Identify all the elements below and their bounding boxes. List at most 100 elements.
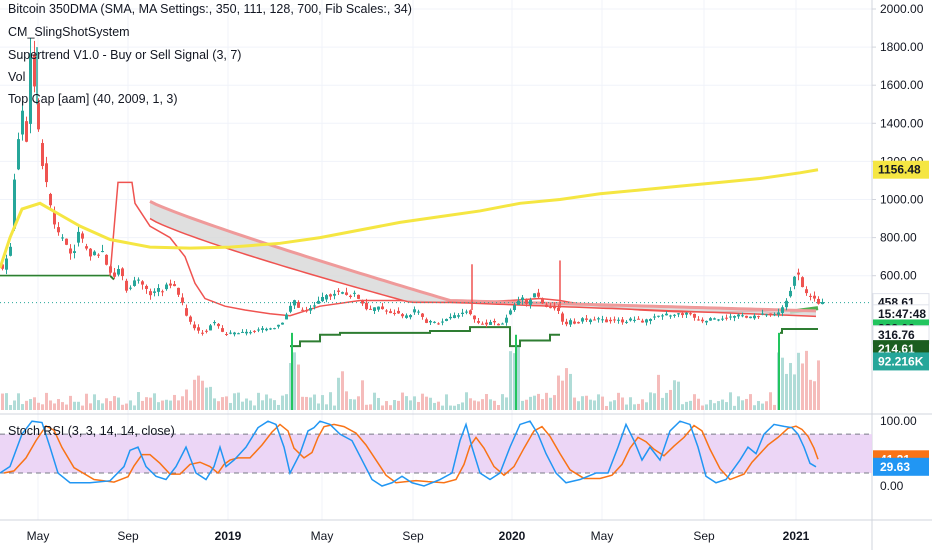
volume-bar	[797, 352, 800, 410]
volume-bar	[477, 401, 480, 410]
candle-body	[581, 318, 584, 322]
candle-body	[129, 287, 132, 289]
candle-body	[765, 314, 768, 316]
candle-body	[473, 315, 476, 320]
volume-bar	[285, 394, 288, 410]
candle-body	[189, 316, 192, 322]
volume-bar	[769, 392, 772, 410]
candle-body	[593, 319, 596, 321]
volume-bar	[753, 405, 756, 410]
candle-body	[185, 308, 188, 316]
candle-body	[265, 328, 268, 331]
legend-topcap[interactable]: Top Cap [aam] (40, 2009, 1, 3)	[8, 92, 178, 106]
volume-bar	[665, 392, 668, 410]
volume-bar	[1, 393, 4, 410]
candle-body	[693, 313, 696, 318]
candle-body	[653, 316, 656, 318]
volume-bar	[657, 374, 660, 410]
candle-body	[789, 290, 792, 297]
legend-sma[interactable]: Bitcoin 350DMA (SMA, MA Settings:, 350, …	[8, 2, 412, 16]
x-tick-label: Sep	[402, 529, 424, 543]
volume-bar	[41, 404, 44, 410]
slingshot-band	[150, 201, 816, 317]
volume-bar	[33, 397, 36, 410]
candle-body	[125, 280, 128, 291]
candle-body	[413, 309, 416, 313]
candle-body	[565, 321, 568, 325]
volume-bar	[281, 395, 284, 410]
candle-body	[281, 322, 284, 325]
candle-body	[253, 330, 256, 332]
x-tick-label: Sep	[117, 529, 139, 543]
candle-body	[561, 313, 564, 322]
volume-bar	[429, 397, 432, 410]
candle-body	[313, 305, 316, 307]
volume-bar	[793, 374, 796, 410]
candle-body	[645, 319, 648, 323]
volume-bar	[489, 399, 492, 410]
candle-body	[481, 323, 484, 325]
x-tick-label: Sep	[693, 529, 715, 543]
volume-bar	[817, 360, 820, 410]
volume-bar	[81, 405, 84, 410]
volume-bar	[5, 393, 8, 410]
volume-bar	[65, 404, 68, 410]
candle-body	[705, 320, 708, 323]
y-tick-label: 2000.00	[880, 2, 924, 16]
volume-bar	[165, 399, 168, 410]
volume-bar	[789, 362, 792, 410]
candle-body	[97, 254, 100, 256]
volume-bar	[465, 392, 468, 410]
candle-body	[437, 323, 440, 325]
volume-bar	[505, 397, 508, 410]
volume-bar	[49, 400, 52, 410]
candle-body	[177, 287, 180, 295]
candle-body	[221, 328, 224, 332]
candle-body	[469, 310, 472, 315]
volume-bar	[269, 398, 272, 410]
y-tick-label: 1400.00	[880, 116, 924, 130]
candle-body	[745, 315, 748, 318]
candle-body	[41, 143, 44, 166]
candle-body	[649, 318, 652, 321]
candle-body	[365, 302, 368, 310]
stoch-badge	[873, 457, 929, 476]
candle-body	[421, 313, 424, 317]
candle-body	[9, 246, 12, 256]
candle-body	[121, 268, 124, 277]
volume-bar	[17, 393, 20, 410]
legend-supertrend[interactable]: Supertrend V1.0 - Buy or Sell Signal (3,…	[8, 48, 242, 62]
volume-bar	[225, 396, 228, 410]
candle-body	[5, 258, 8, 270]
volume-bar	[493, 400, 496, 410]
candle-body	[149, 291, 152, 296]
candle-body	[609, 319, 612, 322]
candle-body	[741, 315, 744, 317]
volume-bar	[397, 400, 400, 410]
legend-slingshot[interactable]: CM_SlingShotSystem	[8, 25, 130, 39]
volume-bar	[249, 400, 252, 410]
candle-body	[317, 300, 320, 304]
volume-bar	[385, 401, 388, 410]
legend-vol[interactable]: Vol	[8, 70, 26, 84]
candle-body	[785, 300, 788, 308]
volume-bar	[569, 373, 572, 410]
candle-body	[621, 319, 624, 323]
candle-body	[161, 291, 164, 293]
candle-body	[597, 318, 600, 320]
stoch-k-line	[0, 420, 817, 487]
stoch-band	[0, 434, 872, 474]
volume-bar	[601, 396, 604, 410]
volume-bar	[213, 398, 216, 410]
volume-bar	[153, 393, 156, 410]
candle-body	[709, 318, 712, 321]
candle-body	[241, 331, 244, 333]
candle-body	[257, 329, 260, 331]
legend-stoch-rsi[interactable]: Stoch RSI (3, 3, 14, 14, close)	[8, 424, 175, 438]
volume-bar	[349, 399, 352, 410]
candle-body	[65, 238, 68, 245]
volume-bar	[801, 363, 804, 410]
candle-body	[545, 304, 548, 308]
